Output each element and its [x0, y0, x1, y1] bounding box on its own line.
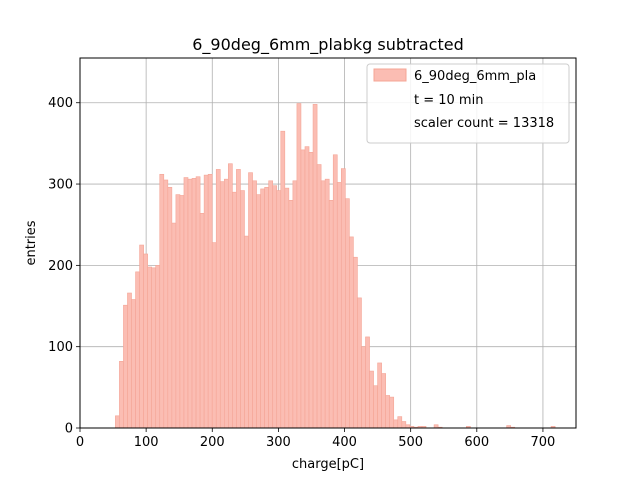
histogram-bar [224, 178, 229, 429]
histogram-bar [191, 178, 197, 429]
histogram-bar [385, 395, 391, 429]
y-tick-label: 300 [48, 178, 73, 193]
histogram-bar [369, 370, 374, 429]
histogram-bar [389, 396, 395, 429]
legend-entry-series: 6_90deg_6mm_pla [414, 69, 536, 84]
histogram-bar [219, 181, 225, 429]
y-tick-label: 200 [48, 259, 73, 274]
x-tick-label: 500 [398, 435, 423, 450]
histogram-bar [215, 169, 221, 429]
y-tick-label: 400 [48, 96, 73, 111]
histogram-bar [340, 168, 346, 429]
histogram-bar [151, 267, 157, 429]
axis-ticks: 0 100 200 300 400 500 600 700 0 100 200 300 400 [48, 96, 555, 450]
histogram-bar [349, 236, 354, 429]
x-tick-label: 200 [200, 435, 225, 450]
histogram-bar [365, 336, 370, 429]
histogram-bar [123, 304, 128, 429]
histogram-bar [228, 163, 233, 429]
histogram-bar [284, 187, 290, 429]
histogram-bar [308, 152, 314, 429]
histogram-bar [276, 190, 282, 429]
histogram-bar [264, 186, 269, 429]
histogram-bar [175, 194, 181, 429]
histogram-bar [381, 373, 386, 429]
y-axis-label: entries [24, 220, 39, 265]
histogram-bar [288, 200, 294, 429]
histogram-bar [232, 191, 237, 429]
histogram-bar [236, 169, 241, 429]
histogram-bar [207, 173, 213, 429]
histogram-bar [316, 164, 322, 429]
histogram-bar [127, 292, 132, 429]
legend-entry-duration: t = 10 min [414, 93, 483, 108]
histogram-bar [260, 188, 265, 429]
histogram-bar [119, 361, 124, 429]
histogram-bar [248, 172, 253, 429]
histogram-bar [332, 154, 338, 429]
histogram-bar [135, 271, 140, 429]
histogram-bar [159, 173, 165, 429]
histogram-bar [292, 180, 298, 429]
histogram-bar [328, 200, 334, 429]
x-tick-label: 600 [464, 435, 489, 450]
x-tick-label: 100 [134, 435, 159, 450]
x-tick-label: 400 [332, 435, 357, 450]
histogram-bar [195, 176, 201, 429]
histogram-bar [115, 415, 120, 429]
histogram-bar [357, 297, 362, 429]
x-tick-label: 300 [266, 435, 291, 450]
histogram-bar [397, 416, 403, 429]
y-tick-label: 0 [65, 422, 73, 437]
histogram-bar [256, 194, 261, 429]
histogram-bar [167, 186, 173, 429]
histogram-bar [155, 265, 161, 429]
histogram-bar [187, 178, 193, 429]
x-tick-label: 700 [531, 435, 556, 450]
histogram-bars [115, 103, 556, 429]
legend-entry-scaler-count: scaler count = 13318 [414, 116, 554, 131]
histogram-bar [361, 346, 366, 429]
histogram-bar [312, 104, 318, 429]
histogram-bar [179, 195, 185, 429]
histogram-bar [203, 174, 209, 429]
histogram-bar [183, 177, 189, 429]
y-tick-label: 100 [48, 340, 73, 355]
legend: 6_90deg_6mm_pla t = 10 min scaler count … [366, 63, 570, 144]
histogram-bar [131, 299, 136, 429]
histogram-bar [320, 180, 326, 429]
histogram-bar [244, 235, 249, 429]
histogram-bar [240, 190, 245, 429]
histogram-bar [143, 253, 148, 429]
histogram-bar [211, 242, 217, 429]
histogram-bar [393, 419, 399, 429]
x-axis-label: charge[pC] [292, 457, 364, 472]
histogram-bar [171, 222, 177, 429]
histogram-bar [199, 213, 205, 429]
histogram-bar [377, 362, 382, 429]
histogram-bar [373, 385, 378, 429]
histogram-bar [336, 182, 342, 429]
histogram-bar [139, 244, 144, 429]
chart-title: 6_90deg_6mm_plabkg subtracted [192, 35, 463, 55]
legend-box [366, 63, 570, 144]
histogram-bar [296, 103, 302, 429]
histogram-bar [353, 256, 358, 429]
histogram-bar [147, 266, 152, 429]
histogram-bar [345, 198, 350, 429]
histogram-bar [304, 146, 310, 429]
histogram-bar [163, 179, 169, 429]
histogram-bar [401, 421, 407, 429]
histogram-bar [272, 185, 278, 429]
histogram-bar [300, 149, 306, 429]
histogram-bar [268, 180, 274, 429]
histogram-bar [252, 180, 257, 429]
plot-area-frame [79, 57, 577, 429]
histogram-bar [280, 130, 286, 429]
legend-swatch [373, 68, 407, 82]
histogram-bar [324, 178, 330, 429]
x-tick-label: 0 [76, 435, 84, 450]
